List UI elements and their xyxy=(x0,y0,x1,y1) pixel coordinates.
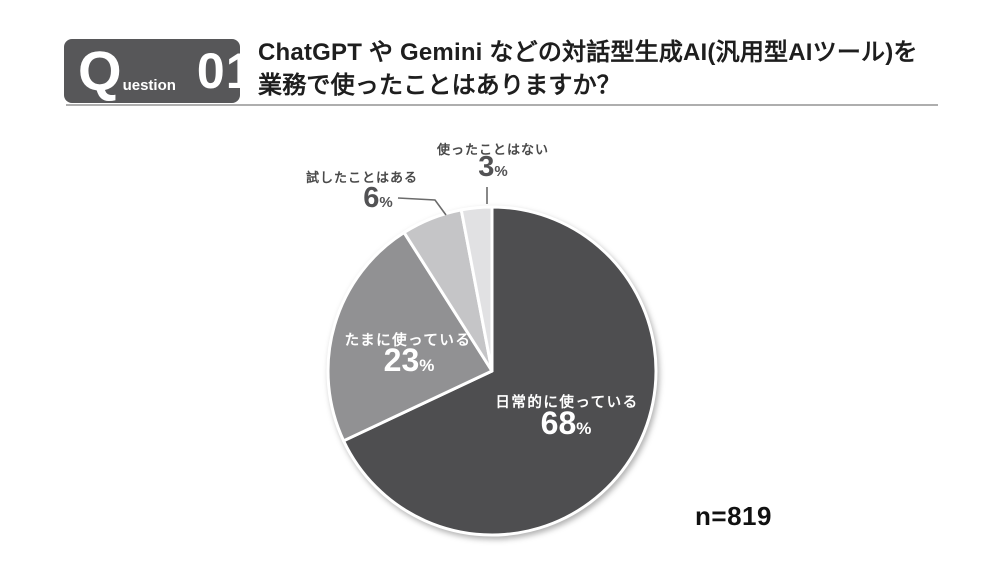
badge-q-letter: Q xyxy=(78,38,122,102)
question-text: ChatGPT や Gemini などの対話型生成AI(汎用型AIツール)を 業… xyxy=(258,36,918,102)
slice-label-sometimes: たまに使っている xyxy=(344,333,472,349)
slice-label-daily: 日常的に使っている xyxy=(495,395,639,411)
pct-sign: % xyxy=(419,356,435,375)
pie-chart xyxy=(326,205,658,537)
slice-label-tried: 試したことはある xyxy=(305,170,418,185)
pct-sign: % xyxy=(576,419,592,438)
pct-number: 3 xyxy=(478,151,495,183)
badge-question-word: Q uestion xyxy=(78,38,176,102)
slice-label-notused: 使ったことはない xyxy=(436,142,549,157)
question-line-2: 業務で使ったことはありますか？ xyxy=(258,72,621,99)
pct-sign: % xyxy=(494,163,508,180)
pie-slice-1 xyxy=(326,231,494,443)
pie-slice-3 xyxy=(459,205,494,373)
pct-sign: % xyxy=(379,194,393,211)
badge-number: 01 xyxy=(196,43,255,99)
pct-number: 6 xyxy=(363,182,380,214)
header-underline xyxy=(66,104,938,106)
sample-size-label: n=819 xyxy=(695,501,772,531)
slice-pct-sometimes: 23% xyxy=(334,344,484,376)
pct-number: 68 xyxy=(540,405,577,441)
slice-pct-daily: 68% xyxy=(491,407,641,439)
question-badge: Q uestion 01 xyxy=(64,38,254,103)
question-line-1: ChatGPT や Gemini などの対話型生成AI(汎用型AIツール)を xyxy=(258,39,918,66)
pie-slice-0 xyxy=(342,205,658,537)
slice-pct-notused: 3% xyxy=(458,153,528,182)
badge-uestion-letters: uestion xyxy=(122,76,176,94)
slice-pct-tried: 6% xyxy=(341,184,415,213)
pct-number: 23 xyxy=(383,342,420,378)
